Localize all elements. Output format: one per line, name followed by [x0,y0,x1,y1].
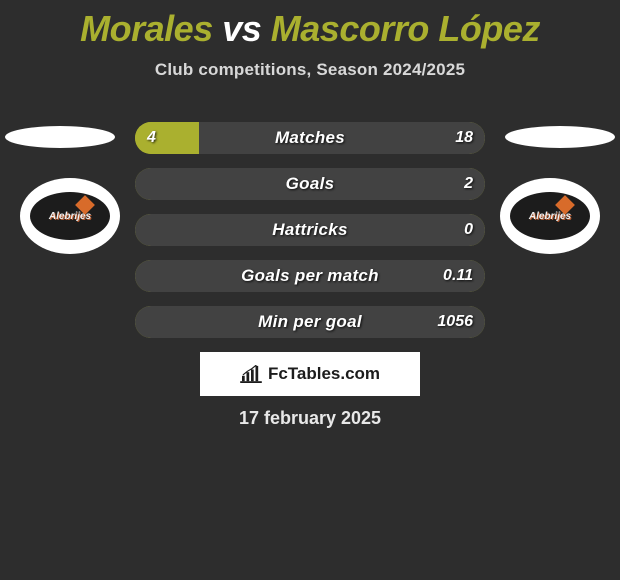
left-team-logo: Alebrijes [20,178,120,254]
bar-label: Goals per match [135,260,485,292]
right-player-slot [505,126,615,148]
bar-right-value: 18 [455,122,473,154]
comparison-title: Morales vs Mascorro López [0,0,620,50]
right-team-logo: Alebrijes [500,178,600,254]
stat-bar-row: Hattricks0 [135,214,485,246]
subtitle: Club competitions, Season 2024/2025 [0,60,620,80]
left-player-slot [5,126,115,148]
stat-bars: 4Matches18 Goals2 Hattricks0 Goals per matc… [135,122,485,352]
bar-right-value: 0 [464,214,473,246]
bar-label: Matches [135,122,485,154]
bar-label: Min per goal [135,306,485,338]
bar-right-value: 1056 [437,306,473,338]
stat-bar-row: 4Matches18 [135,122,485,154]
vs-text: vs [222,8,261,49]
stat-bar-row: Min per goal1056 [135,306,485,338]
bar-right-value: 2 [464,168,473,200]
player1-name: Morales [80,8,213,49]
bar-right-value: 0.11 [443,260,473,292]
player2-name: Mascorro López [271,8,540,49]
source-name: FcTables.com [268,364,380,384]
bar-label: Hattricks [135,214,485,246]
source-banner: FcTables.com [200,352,420,396]
chart-icon [240,365,262,383]
stat-bar-row: Goals per match0.11 [135,260,485,292]
bar-label: Goals [135,168,485,200]
stat-bar-row: Goals2 [135,168,485,200]
date-text: 17 february 2025 [0,408,620,429]
